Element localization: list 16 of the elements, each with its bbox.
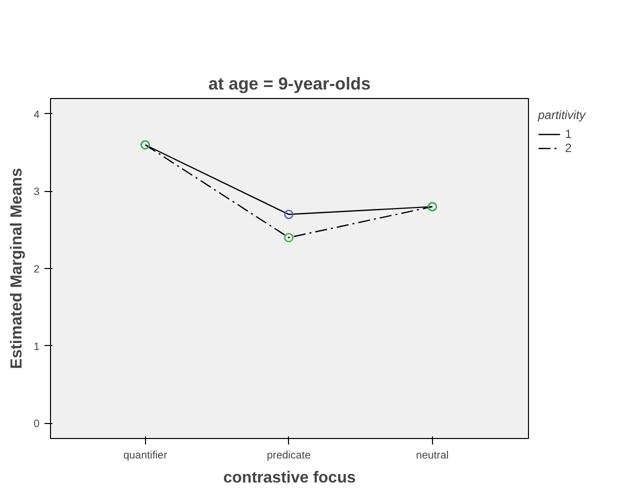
x-tick-label: quantifier <box>123 450 168 462</box>
x-tick-label: predicate <box>266 450 311 462</box>
legend-title: partitivity <box>538 108 586 122</box>
point <box>284 232 294 242</box>
x-tick-label: neutral <box>416 450 449 462</box>
y-tick-label: 3 <box>34 186 40 198</box>
y-tick-label: 0 <box>34 418 40 430</box>
legend-label: 1 <box>565 127 573 141</box>
y-tick-label: 4 <box>34 108 40 121</box>
y-tick-label: 1 <box>34 340 40 353</box>
legend-label: 2 <box>565 141 573 155</box>
point <box>284 210 294 220</box>
y-axis-title: Estimated Marginal Means <box>8 168 26 369</box>
y-tick-label: 2 <box>34 264 40 276</box>
x-axis-title: contrastive focus <box>223 470 356 486</box>
chart-title: at age = 9-year-olds <box>208 74 371 94</box>
